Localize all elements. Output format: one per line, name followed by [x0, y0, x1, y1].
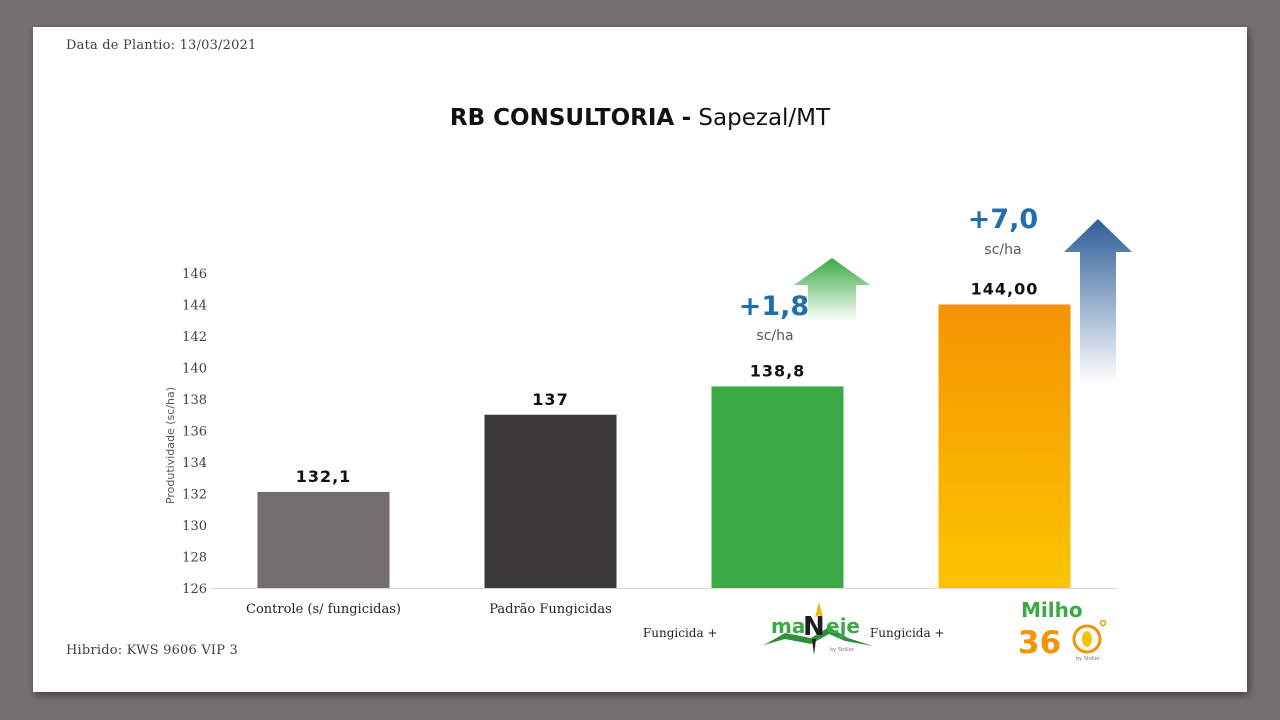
logo-text-mid: N: [803, 612, 825, 642]
arrow-down-icon: [812, 639, 816, 655]
gain-arrow: [1064, 219, 1132, 383]
y-tick-label: 130: [182, 519, 207, 534]
milho360-logo: Milho 36 by Stoller: [1018, 598, 1107, 662]
logo-text-bottom: 36: [1018, 625, 1061, 661]
logo-mountain-shape: [764, 627, 873, 646]
gain-arrow: [794, 258, 870, 322]
slide: Data de Plantio: 13/03/2021 RB CONSULTOR…: [33, 27, 1247, 692]
chart-title-separator: -: [681, 105, 692, 131]
zero-ring-icon: [1072, 624, 1102, 654]
gain-value: +7,0: [968, 204, 1038, 235]
gain-value: +1,8: [739, 291, 809, 322]
data-label: 132,1: [296, 467, 352, 486]
y-tick-label: 140: [182, 362, 207, 377]
bar-chart: 126 128 130 132 134 136 138 140 142 144 146 Produti…: [164, 204, 1132, 662]
chart-subtitle: Sapezal/MT: [698, 105, 831, 131]
data-label: 144,00: [971, 280, 1039, 299]
corn-icon: [1082, 631, 1092, 647]
planting-date: Data de Plantio: 13/03/2021: [66, 38, 257, 53]
logo-text-right: eje: [826, 614, 860, 638]
y-tick-label: 136: [182, 425, 207, 440]
y-tick-label: 128: [182, 551, 207, 566]
logo-tagline: by Stoller: [830, 647, 855, 653]
bar-1: [257, 491, 390, 588]
bar-4: [938, 304, 1071, 588]
gain-unit: sc/ha: [984, 242, 1021, 258]
degree-icon: [1099, 619, 1107, 627]
logo-tagline: by Stoller: [1076, 656, 1101, 662]
chart-title: RB CONSULTORIA - Sapezal/MT: [33, 105, 1247, 131]
y-tick-label: 132: [182, 488, 207, 503]
data-label: 137: [532, 390, 568, 409]
hybrid-label: Hibrido: KWS 9606 VIP 3: [66, 643, 238, 658]
gain-unit: sc/ha: [756, 328, 793, 344]
y-tick-label: 144: [182, 299, 207, 314]
bar-3: [711, 386, 844, 588]
logo-text-top: Milho: [1021, 598, 1083, 622]
x-tick-label: Padrão Fungicidas: [489, 602, 612, 617]
bar-2: [484, 414, 617, 588]
y-tick-label: 146: [182, 267, 207, 282]
x-tick-label: Controle (s/ fungicidas): [246, 602, 401, 617]
logo-text-left: ma: [771, 614, 805, 638]
maneje-logo: maN eje by Stoller: [764, 602, 873, 655]
chart-title-main: RB CONSULTORIA: [449, 105, 675, 131]
y-tick-label: 134: [182, 456, 207, 471]
corn-icon: [815, 602, 823, 617]
data-label: 138,8: [750, 361, 806, 380]
y-tick-label: 126: [182, 582, 207, 597]
y-tick-label: 138: [182, 393, 207, 408]
x-tick-label: Fungicida +: [870, 626, 945, 640]
x-tick-label: Fungicida +: [643, 626, 718, 640]
y-tick-label: 142: [182, 330, 207, 345]
y-axis-label: Produtividade (sc/ha): [164, 387, 177, 504]
